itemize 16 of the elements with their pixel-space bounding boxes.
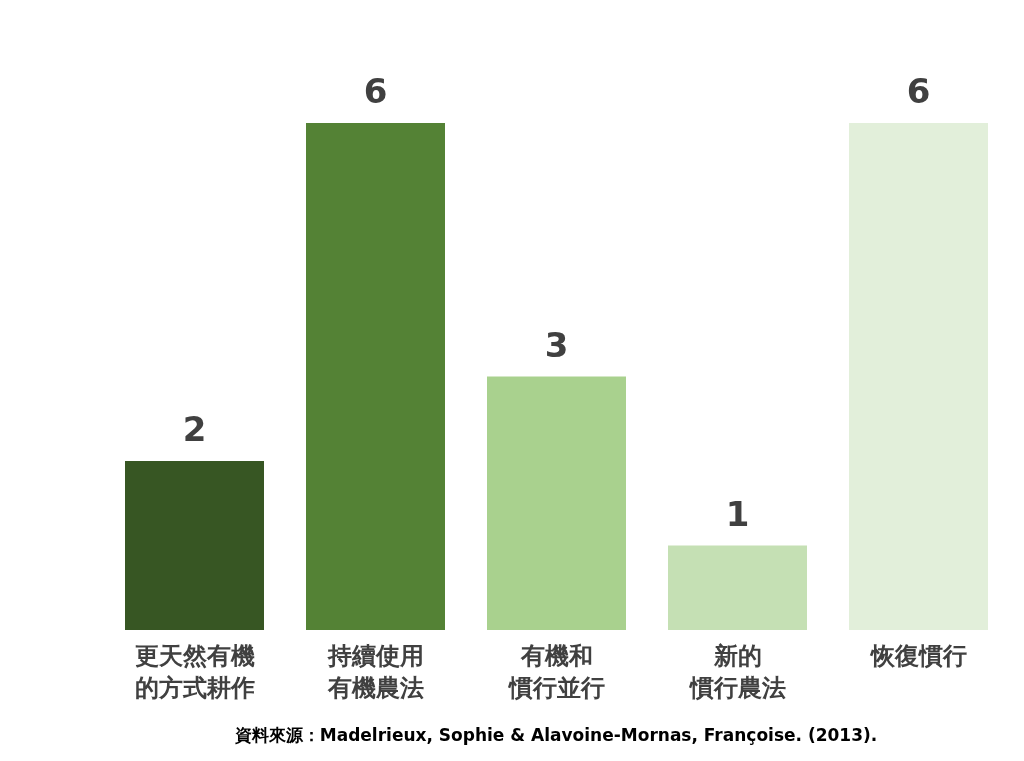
x-tick-label: 新的慣行農法 [687, 642, 786, 702]
data-label: 2 [182, 409, 207, 449]
data-label: 1 [725, 493, 750, 534]
data-label: 3 [544, 324, 569, 365]
bar [668, 545, 807, 630]
data-label: 6 [906, 71, 931, 111]
bar [125, 461, 264, 630]
bar [306, 123, 445, 630]
x-tick-label: 有機和慣行並行 [506, 642, 605, 702]
data-label: 6 [363, 71, 388, 111]
x-tick-label: 恢復慣行 [868, 642, 967, 670]
bar [487, 376, 626, 630]
x-tick-label: 持續使用有機農法 [326, 642, 424, 702]
source-note: 資料來源：Madelrieux, Sophie & Alavoine-Mornas, Françoise. (2013). [233, 725, 878, 745]
x-tick-label: 更天然有機的方式耕作 [134, 642, 255, 702]
bar [849, 123, 988, 630]
